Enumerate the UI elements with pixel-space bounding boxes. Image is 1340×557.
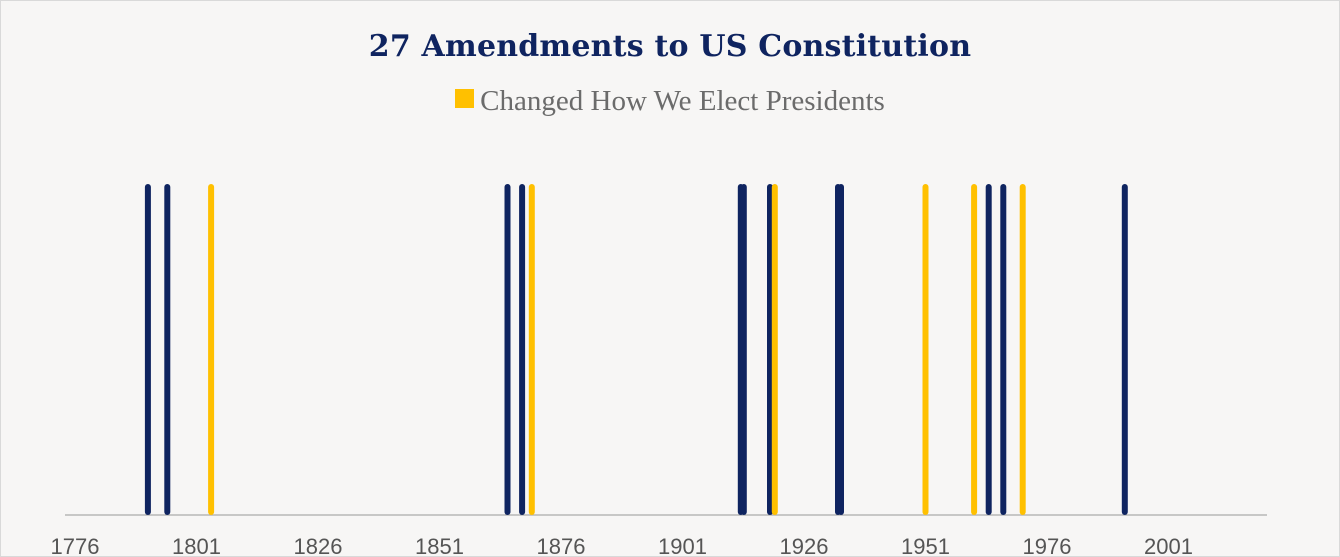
- amendment-bar: [1121, 184, 1128, 515]
- bars-group: [144, 184, 1128, 515]
- legend: Changed How We Elect Presidents: [1, 85, 1339, 118]
- x-tick-label: 2001: [1144, 534, 1193, 557]
- x-tick-label: 1926: [780, 534, 829, 557]
- amendment-bar: [985, 184, 992, 515]
- amendment-bar-elect: [971, 184, 978, 515]
- amendment-bar: [1000, 184, 1007, 515]
- x-tick-label: 1851: [415, 534, 464, 557]
- amendment-bar: [144, 184, 151, 515]
- amendment-bar: [740, 184, 747, 515]
- x-tick-label: 1801: [172, 534, 221, 557]
- x-tick-labels: 1776 1801 1826 1851 1876 1901 1926 1951 1976 2001: [51, 534, 1193, 557]
- amendment-bar: [838, 184, 844, 515]
- amendment-bar: [164, 184, 171, 515]
- x-tick-label: 1901: [658, 534, 707, 557]
- legend-swatch-elect: [455, 89, 475, 108]
- amendment-bar-elect: [922, 184, 929, 515]
- x-tick-label: 1976: [1023, 534, 1072, 557]
- amendment-bar-elect: [528, 184, 535, 515]
- x-tick-label: 1876: [537, 534, 586, 557]
- x-tick-label: 1826: [294, 534, 343, 557]
- legend-label-elect: Changed How We Elect Presidents: [480, 85, 885, 117]
- amendment-bar-elect: [1019, 184, 1026, 515]
- amendment-bar-elect: [771, 184, 778, 515]
- amendment-bar: [767, 184, 773, 515]
- amendment-bar: [519, 184, 526, 515]
- amendment-bar: [504, 184, 511, 515]
- x-tick-label: 1776: [51, 534, 100, 557]
- chart-title: 27 Amendments to US Constitution: [368, 29, 972, 64]
- x-tick-label: 1951: [901, 534, 950, 557]
- amendment-bar-elect: [208, 184, 215, 515]
